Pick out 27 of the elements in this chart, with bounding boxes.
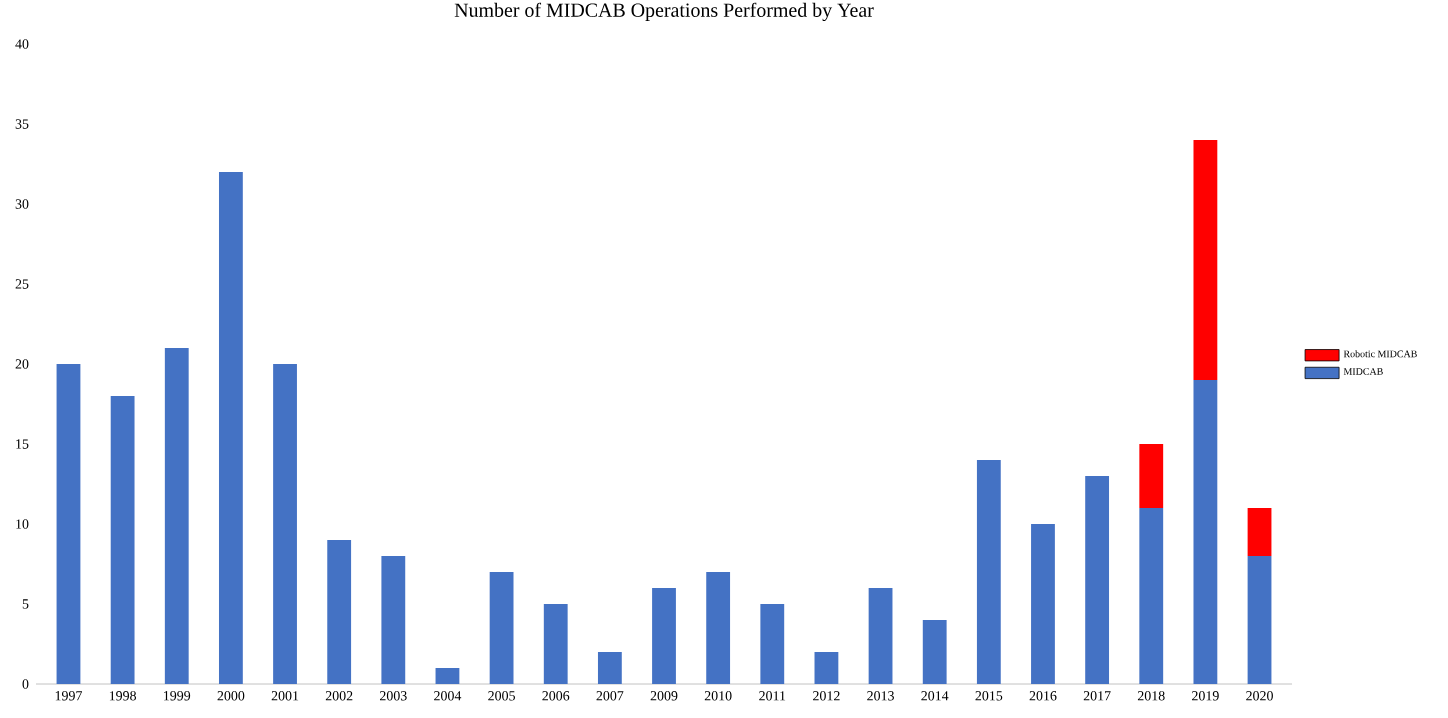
- bar: [706, 572, 731, 684]
- bar: [1247, 508, 1272, 556]
- bar: [814, 652, 839, 684]
- bar: [56, 364, 81, 684]
- bar: [976, 460, 1001, 684]
- bar: [760, 604, 785, 684]
- bar: [110, 396, 135, 684]
- bar: [1247, 556, 1272, 684]
- bar: [597, 652, 622, 684]
- bar: [1031, 524, 1055, 684]
- bar: [543, 604, 568, 684]
- bar: [1085, 476, 1110, 684]
- bar: [381, 556, 406, 684]
- bar: [435, 668, 460, 684]
- bar: [273, 364, 297, 684]
- bar: [164, 348, 189, 684]
- bar: [652, 588, 676, 684]
- bar: [922, 620, 947, 684]
- chart-title: Number of MIDCAB Operations Performed by Year: [454, 2, 874, 22]
- bar: [1193, 380, 1218, 684]
- bar: [1139, 444, 1164, 508]
- bar: [489, 572, 514, 684]
- bar: [218, 172, 243, 684]
- bar: [868, 588, 893, 684]
- bar: [1193, 140, 1218, 380]
- bar: [327, 540, 352, 684]
- bar: [1139, 508, 1164, 684]
